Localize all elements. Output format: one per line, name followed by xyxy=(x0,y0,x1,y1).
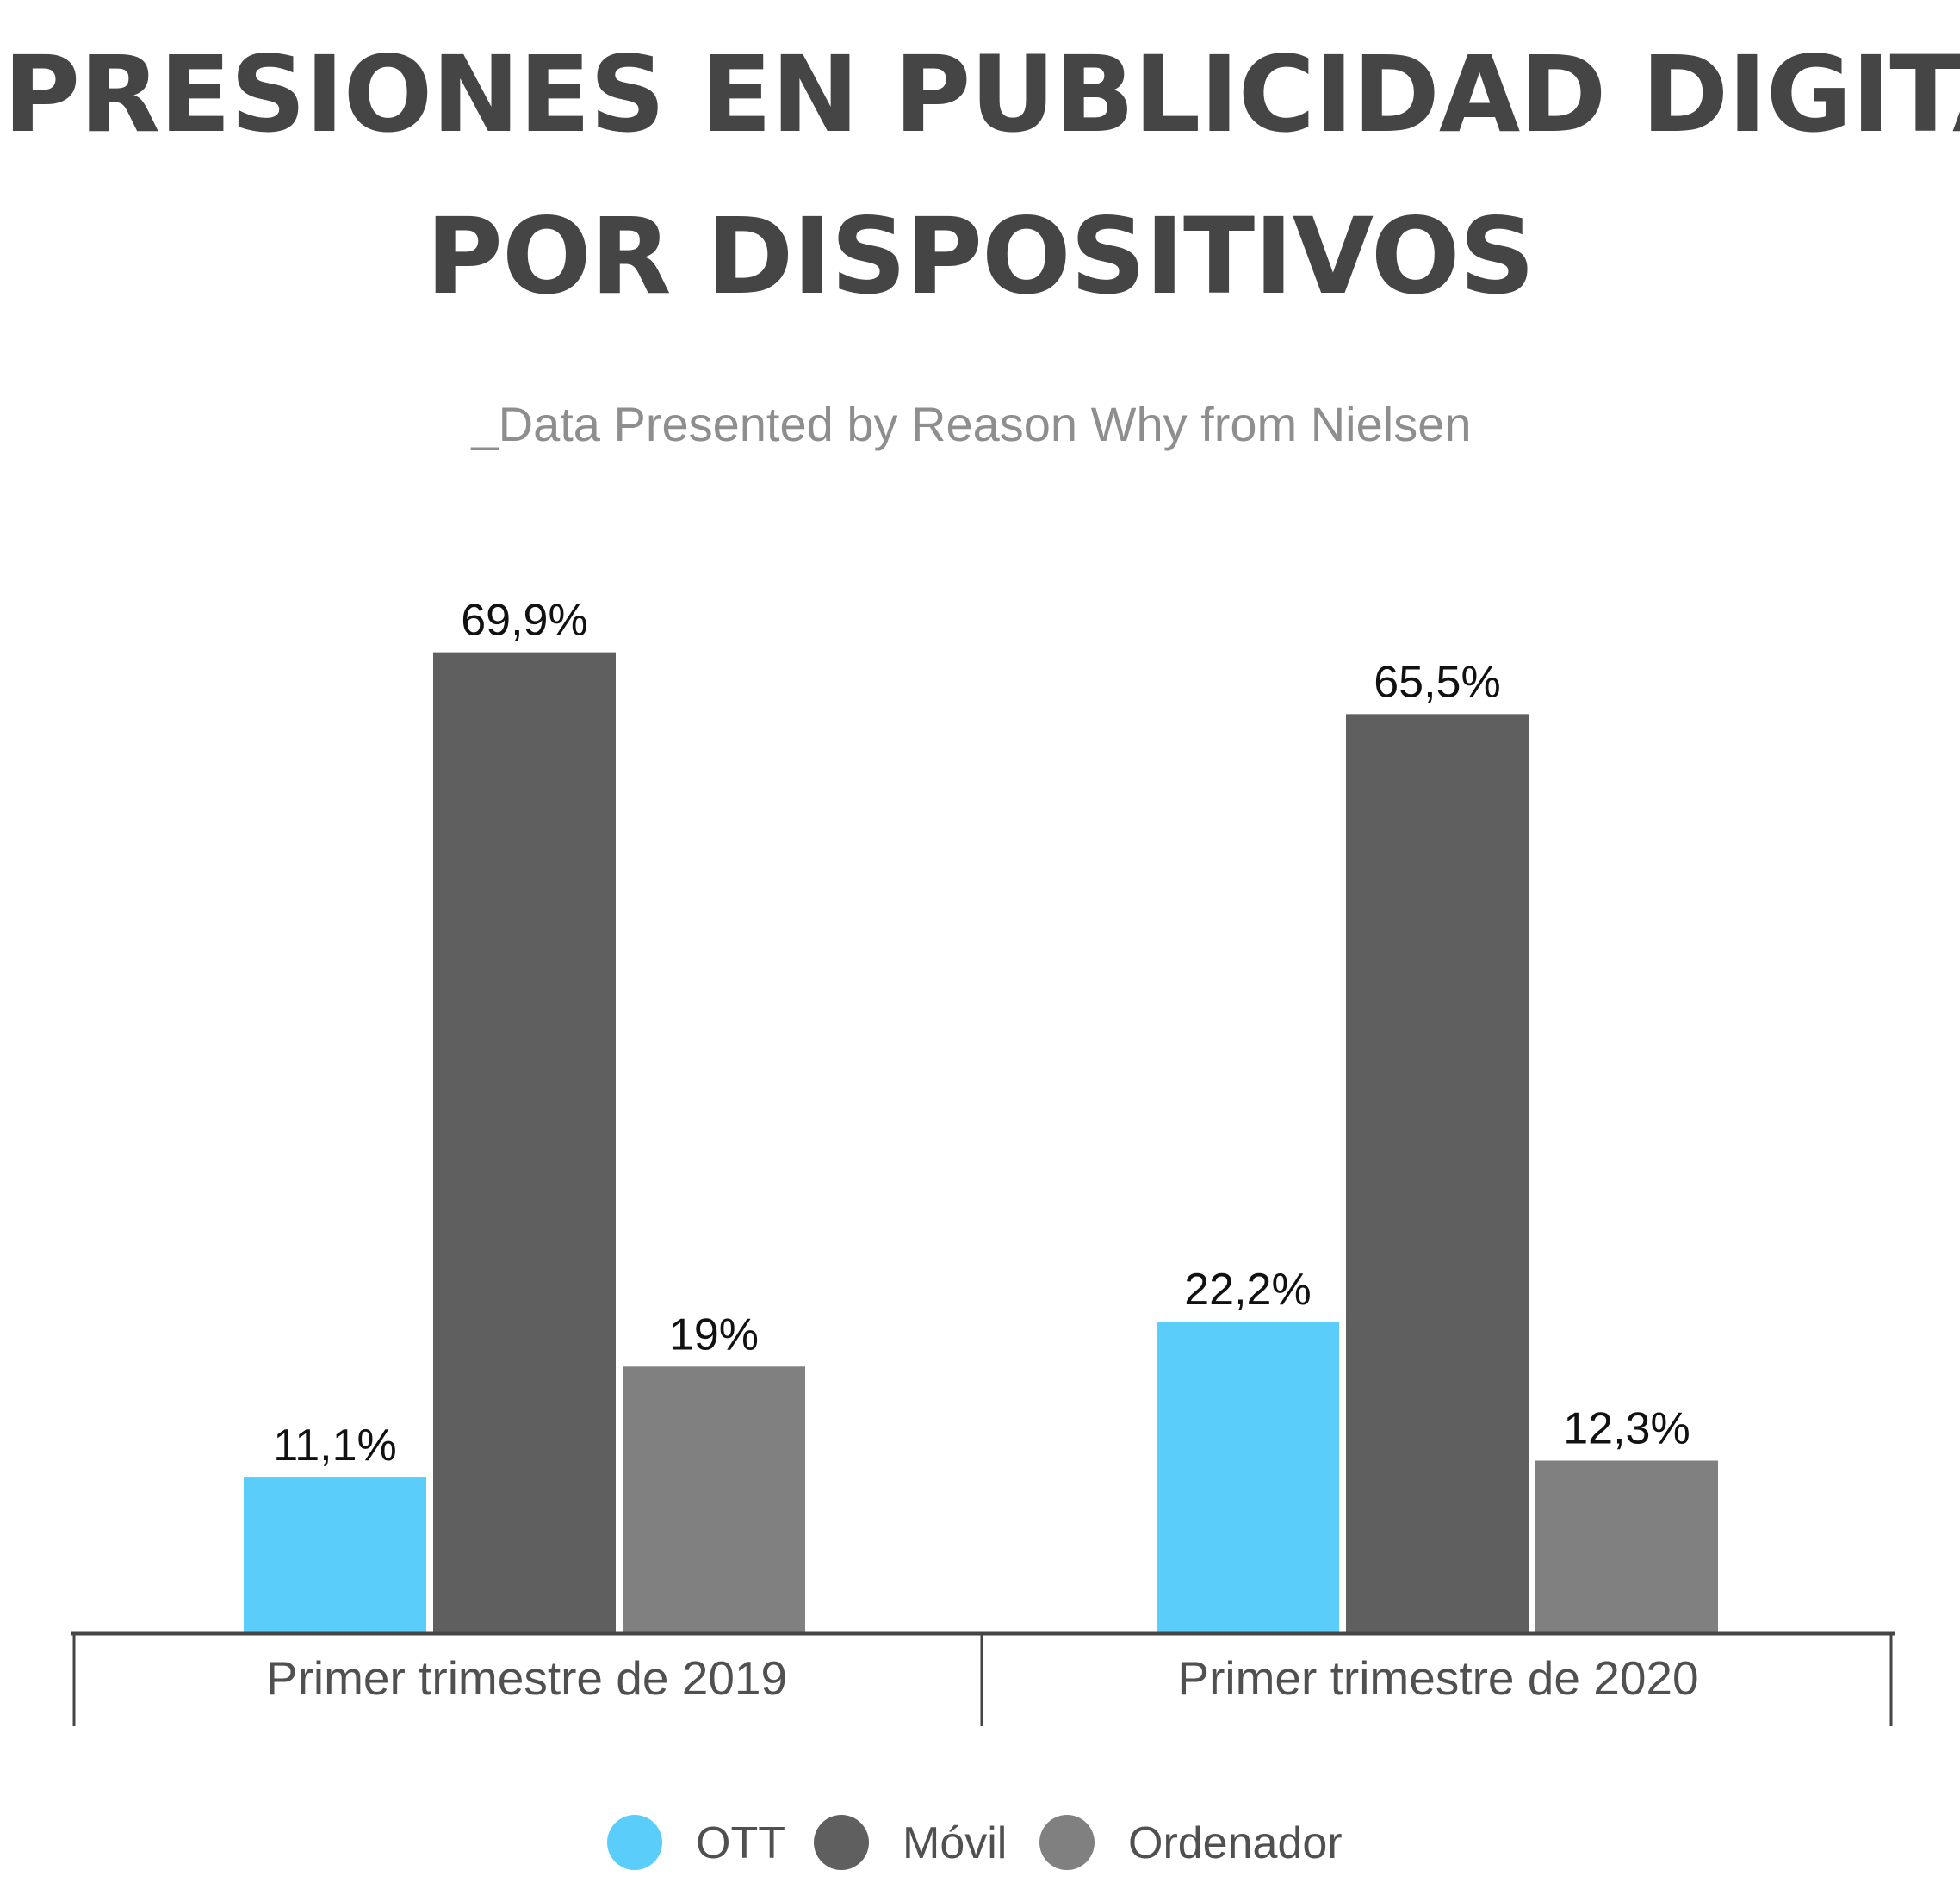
bar-ordenador-2 xyxy=(1535,1460,1718,1633)
legend-label-ott: OTT xyxy=(696,1818,785,1868)
data-label-ott-2: 22,2% xyxy=(1184,1265,1311,1315)
x-tick-label-2: Primer trimestre de 2020 xyxy=(1177,1651,1698,1705)
bar-movil-1 xyxy=(433,652,616,1633)
bar-ott-2 xyxy=(1157,1322,1339,1633)
bar-movil-2 xyxy=(1346,714,1529,1633)
legend-swatch-ott xyxy=(607,1815,662,1870)
legend: OTT Móvil Ordenador xyxy=(607,1815,1343,1870)
chart-subtitle: _Data Presented by Reason Why from Niels… xyxy=(471,397,1472,451)
bars: 11,1% 69,9% 19% 22,2% 65,5% 12,3% xyxy=(244,596,1718,1633)
data-label-movil-1: 69,9% xyxy=(461,596,587,646)
legend-label-movil: Móvil xyxy=(902,1818,1007,1868)
data-label-ordenador-1: 19% xyxy=(669,1310,759,1359)
x-axis: Primer trimestre de 2019 Primer trimestre… xyxy=(71,1631,1895,1726)
data-label-ott-1: 11,1% xyxy=(273,1421,397,1471)
chart-title-line-2: POR DISPOSITIVOS xyxy=(426,195,1535,318)
data-label-movil-2: 65,5% xyxy=(1374,657,1500,707)
legend-label-ordenador: Ordenador xyxy=(1128,1818,1343,1868)
legend-swatch-ordenador xyxy=(1039,1815,1095,1870)
x-tick-label-1: Primer trimestre de 2019 xyxy=(266,1651,787,1705)
chart-title-line-1: IMPRESIONES EN PUBLICIDAD DIGITAL xyxy=(0,34,1960,156)
bar-ott-1 xyxy=(244,1477,426,1633)
legend-swatch-movil xyxy=(814,1815,869,1870)
bar-ordenador-1 xyxy=(623,1366,805,1633)
data-label-ordenador-2: 12,3% xyxy=(1563,1404,1690,1454)
